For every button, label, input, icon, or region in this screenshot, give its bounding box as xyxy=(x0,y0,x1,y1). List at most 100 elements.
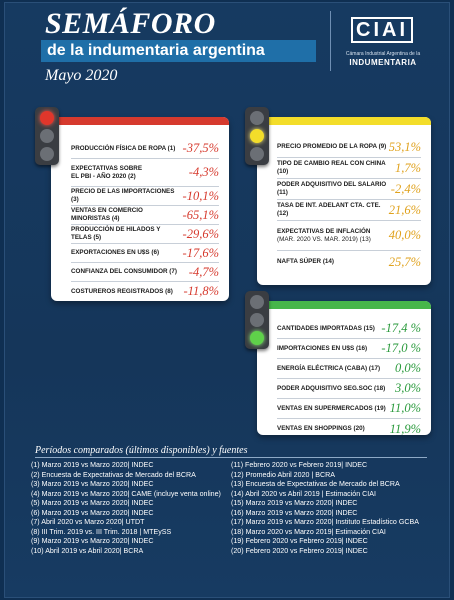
indicator-label: IMPORTACIONES EN U$S (16) xyxy=(277,344,368,352)
indicator-value: -4,7% xyxy=(188,264,219,279)
infographic: SEMÁFORO de la indumentaria argentina Ma… xyxy=(4,2,450,598)
indicator-label: NAFTA SÚPER (14) xyxy=(277,258,335,265)
indicator-row: PRODUCCIÓN FÍSICA DE ROPA (1) -37,5% xyxy=(71,139,219,159)
source-item: (9) Marzo 2019 vs Marzo 2020| INDEC xyxy=(31,537,154,545)
source-item: (20) Febrero 2020 vs Febrero 2019| INDEC xyxy=(231,546,368,555)
yellow-indicators-card: PRECIO PROMEDIO DE LA ROPA (9) 53,1% TIP… xyxy=(257,117,431,285)
indicator-label: PODER ADQUISITIVO SEG.SOC (18) xyxy=(277,384,386,392)
indicator-label: PRECIO PROMEDIO DE LA ROPA (9) xyxy=(277,143,387,150)
page-subtitle: de la indumentaria argentina xyxy=(41,40,316,62)
indicator-row: CONFIANZA DEL CONSUMIDOR (7) -4,7% xyxy=(71,263,219,282)
indicator-value: -2,4% xyxy=(390,181,421,196)
source-item: (10) Abril 2019 vs Abril 2020| BCRA xyxy=(31,546,144,555)
red-traffic-light xyxy=(35,107,59,165)
red-bulb-off xyxy=(250,295,264,309)
indicator-label: COSTUREROS REGISTRADOS (8) xyxy=(71,287,173,295)
report-month: Mayo 2020 xyxy=(45,67,118,84)
source-item: (11) Febrero 2020 vs Febrero 2019| INDEC xyxy=(231,461,368,469)
indicator-row: IMPORTACIONES EN U$S (16) -17,0 % xyxy=(277,339,421,359)
source-item: (12) Promedio Abril 2020 | BCRA xyxy=(231,470,335,479)
ciai-logo: CIAI xyxy=(351,17,413,43)
source-item: (15) Marzo 2019 vs Marzo 2020| INDEC xyxy=(231,499,358,507)
source-item: (13) Encuesta de Expectativas de Mercado… xyxy=(231,480,400,488)
source-item: (1) Marzo 2019 vs Marzo 2020| INDEC xyxy=(31,461,154,469)
indicator-label-line1: EXPECTATIVAS DE INFLACIÓN xyxy=(277,227,371,235)
source-item: (14) Abril 2020 vs Abril 2019 | Estimaci… xyxy=(231,489,376,498)
indicator-value: -4,3% xyxy=(188,165,219,179)
indicator-label: EXPECTATIVAS SOBRE EL PBI - AÑO 2020 (2) xyxy=(71,165,142,181)
indicator-value: -17,4 % xyxy=(381,321,421,335)
red-indicators-card: PRODUCCIÓN FÍSICA DE ROPA (1) -37,5% EXP… xyxy=(51,117,229,301)
green-rows: CANTIDADES IMPORTADAS (15) -17,4 % IMPOR… xyxy=(277,319,421,439)
indicator-label: EXPECTATIVAS DE INFLACIÓN (mar. 2020 vs. … xyxy=(277,228,371,244)
yellow-rows: PRECIO PROMEDIO DE LA ROPA (9) 53,1% TIP… xyxy=(277,137,421,273)
source-item: (17) Marzo 2019 vs Marzo 2020| Instituto… xyxy=(231,518,419,526)
indicator-label: PODER ADQUISITIVO DEL SALARIO (11) xyxy=(277,181,387,196)
indicator-value: -17,0 % xyxy=(381,341,421,355)
source-item: (6) Marzo 2019 vs Marzo 2020| INDEC xyxy=(31,508,154,517)
source-item: (3) Marzo 2019 vs Marzo 2020| INDEC xyxy=(31,480,154,488)
logo-caption: Cámara Industrial Argentina de la xyxy=(345,51,421,57)
green-traffic-light xyxy=(245,291,269,349)
indicator-row: PRECIO PROMEDIO DE LA ROPA (9) 53,1% xyxy=(277,137,421,158)
indicator-row: PODER ADQUISITIVO SEG.SOC (18) 3,0% xyxy=(277,379,421,399)
indicator-row: EXPECTATIVAS DE INFLACIÓN (mar. 2020 vs. … xyxy=(277,221,421,251)
yellow-card-topbar xyxy=(257,117,431,125)
indicator-label: VENTAS EN SUPERMERCADOS (19) xyxy=(277,404,386,412)
indicator-row: VENTAS EN COMERCIO MINORISTAS (4) -65,1% xyxy=(71,206,219,225)
yellow-traffic-light xyxy=(245,107,269,165)
indicator-value: 0,0% xyxy=(394,361,421,375)
indicator-row: PRODUCCIÓN DE HILADOS Y TELAS (5) -29,6% xyxy=(71,225,219,244)
indicator-value: 53,1% xyxy=(388,139,421,154)
green-bulb-off xyxy=(40,147,54,161)
indicator-row: VENTAS EN SHOPPINGS (20) 11,9% xyxy=(277,419,421,439)
indicator-label: ENERGÍA ELÉCTRICA (CABA) (17) xyxy=(277,364,381,372)
yellow-bulb-off xyxy=(250,313,264,327)
logo-name: INDUMENTARIA xyxy=(349,58,417,67)
indicator-label: EXPORTACIONES EN U$S (6) xyxy=(71,249,160,256)
indicator-value: 25,7% xyxy=(388,254,421,269)
indicator-row: PRECIO DE LAS IMPORTACIONES (3) -10,1% xyxy=(71,187,219,206)
indicator-label-line2: EL PBI - AÑO 2020 (2) xyxy=(71,172,136,180)
red-card-topbar xyxy=(51,117,229,125)
indicator-value: 40,0% xyxy=(388,228,421,242)
indicator-label: TIPO DE CAMBIO REAL CON CHINA (10) xyxy=(277,160,386,175)
source-item: (18) Marzo 2020 vs Marzo 2019| Estimació… xyxy=(231,527,386,536)
indicator-row: TASA DE INT. ADELANT CTA. CTE. (12) 21,6… xyxy=(277,200,421,221)
indicator-row: EXPECTATIVAS SOBRE EL PBI - AÑO 2020 (2) … xyxy=(71,159,219,187)
indicator-row: ENERGÍA ELÉCTRICA (CABA) (17) 0,0% xyxy=(277,359,421,379)
page-title: SEMÁFORO xyxy=(45,7,216,40)
sources-left-column: (1) Marzo 2019 vs Marzo 2020| INDEC (2) … xyxy=(31,461,221,556)
source-item: (7) Abril 2020 vs Marzo 2020| UTDT xyxy=(31,518,145,526)
red-bulb-off xyxy=(250,111,264,125)
indicator-row: VENTAS EN SUPERMERCADOS (19) 11,0% xyxy=(277,399,421,419)
indicator-value: 3,0% xyxy=(394,381,421,395)
indicator-value: 1,7% xyxy=(394,160,421,175)
indicator-row: NAFTA SÚPER (14) 25,7% xyxy=(277,251,421,273)
source-item: (8) III Trim. 2019 vs. III Trim. 2018 | … xyxy=(31,527,172,536)
indicator-row: PODER ADQUISITIVO DEL SALARIO (11) -2,4% xyxy=(277,179,421,200)
indicator-value: -17,6% xyxy=(182,245,219,260)
source-item: (19) Febrero 2020 vs Febrero 2019| INDEC xyxy=(231,537,368,545)
indicator-label: PRECIO DE LAS IMPORTACIONES (3) xyxy=(71,188,175,203)
green-bulb-off xyxy=(250,147,264,161)
green-indicators-card: CANTIDADES IMPORTADAS (15) -17,4 % IMPOR… xyxy=(257,301,431,436)
header-divider xyxy=(330,11,331,71)
indicator-value: -65,1% xyxy=(182,207,219,222)
indicator-row: TIPO DE CAMBIO REAL CON CHINA (10) 1,7% xyxy=(277,158,421,179)
sources-right-column: (11) Febrero 2020 vs Febrero 2019| INDEC… xyxy=(231,461,419,556)
red-bulb xyxy=(40,111,54,125)
indicator-value: 11,9% xyxy=(389,421,421,436)
indicator-value: -10,1% xyxy=(182,188,219,203)
sources-divider xyxy=(35,457,427,458)
indicator-label: PRODUCCIÓN FÍSICA DE ROPA (1) xyxy=(71,144,176,152)
green-bulb xyxy=(250,331,264,345)
source-item: (5) Marzo 2019 vs Marzo 2020| INDEC xyxy=(31,499,154,507)
red-rows: PRODUCCIÓN FÍSICA DE ROPA (1) -37,5% EXP… xyxy=(71,139,219,301)
yellow-bulb xyxy=(250,129,264,143)
green-card-topbar xyxy=(257,301,431,309)
indicator-label: TASA DE INT. ADELANT CTA. CTE. (12) xyxy=(277,202,381,217)
indicator-row: EXPORTACIONES EN U$S (6) -17,6% xyxy=(71,244,219,263)
indicator-label-line1: EXPECTATIVAS SOBRE xyxy=(71,164,143,172)
indicator-label: PRODUCCIÓN DE HILADOS Y TELAS (5) xyxy=(71,226,161,241)
